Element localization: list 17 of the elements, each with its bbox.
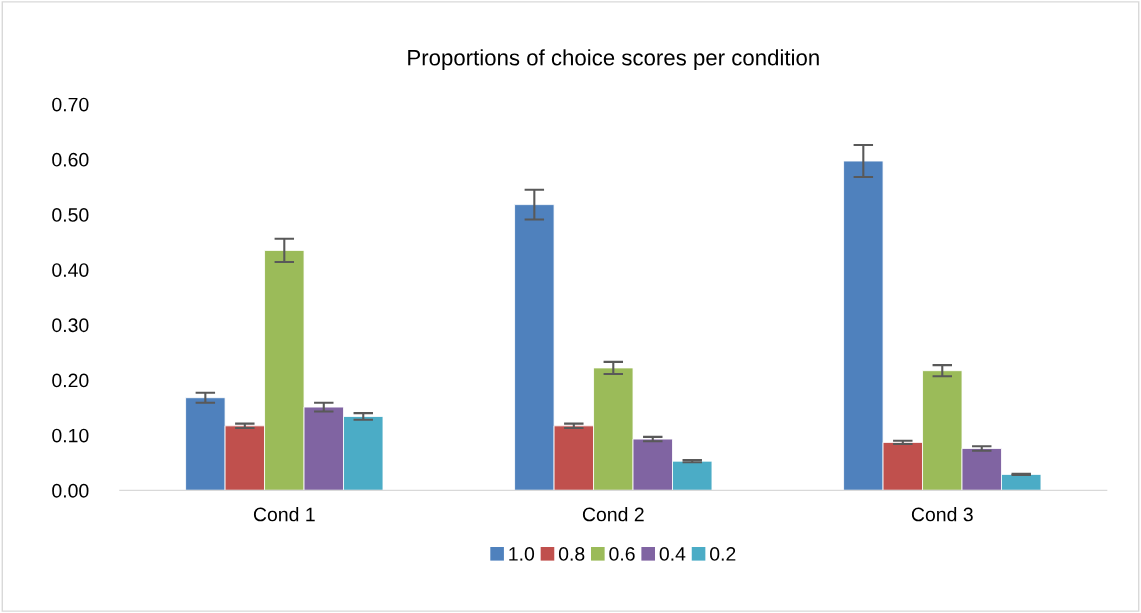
y-tick-label: 0.70 <box>52 97 89 112</box>
legend-label: 0.2 <box>710 547 736 561</box>
y-tick-label: 0.20 <box>52 373 89 388</box>
y-tick-label: 0.50 <box>52 208 89 222</box>
legend-label: 1.0 <box>509 547 535 561</box>
y-tick-label: 0.30 <box>52 318 89 333</box>
x-tick-label: Cond 2 <box>582 507 644 522</box>
legend-label: 0.4 <box>659 547 686 561</box>
y-tick-label: 0.60 <box>52 152 89 167</box>
legend-label: 0.8 <box>558 547 585 561</box>
y-tick-label: 0.40 <box>52 263 89 277</box>
x-tick-label: Cond 3 <box>911 507 973 522</box>
legend-label: 0.6 <box>609 547 635 561</box>
chart-title: Proportions of choice scores per condition <box>408 49 819 70</box>
y-tick-label: 0.10 <box>52 428 89 443</box>
y-tick-label: 0.00 <box>52 483 89 498</box>
x-tick-label: Cond 1 <box>253 507 315 522</box>
